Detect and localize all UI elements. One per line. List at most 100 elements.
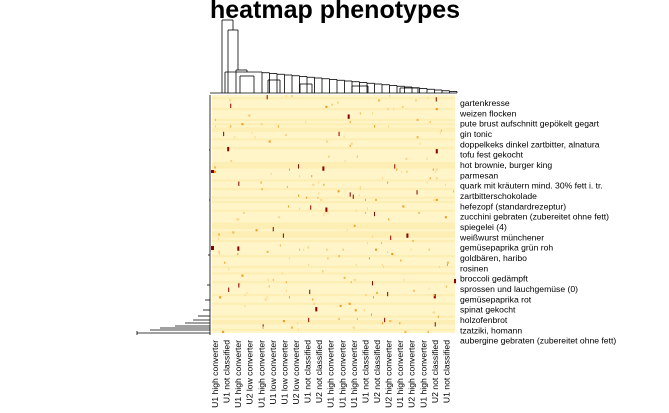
heatmap-cell [388, 218, 390, 221]
heatmap-cell [251, 131, 253, 134]
heatmap-cell [298, 164, 300, 169]
heatmap-cell [353, 224, 355, 227]
heatmap-cell [355, 263, 357, 266]
heatmap-cell [354, 309, 357, 312]
row-label: tzatziki, homann [460, 325, 522, 335]
heatmap-cell [416, 136, 419, 139]
heatmap-cell [359, 112, 361, 115]
heatmap-stripe [212, 235, 455, 238]
heatmap-cell [219, 252, 221, 256]
heatmap-cell [338, 255, 340, 258]
heatmap-cell [429, 120, 431, 124]
heatmap-cell [215, 118, 217, 121]
heatmap-cell [364, 211, 366, 214]
heatmap-cell [374, 211, 376, 217]
column-label: U1 high converter [337, 340, 347, 408]
heatmap-cell [439, 131, 441, 134]
heatmap-cell [249, 114, 251, 117]
heatmap-stripe [212, 322, 455, 325]
heatmap-cell [434, 322, 436, 327]
heatmap-cell [435, 177, 438, 180]
heatmap-stripe [212, 179, 455, 182]
heatmap-cell [355, 209, 357, 212]
heatmap-cell [317, 196, 319, 199]
row-label: spinat gekocht [460, 305, 516, 315]
heatmap-cell [326, 140, 328, 143]
heatmap-cell [374, 125, 376, 128]
heatmap-cell [434, 170, 436, 173]
heatmap-cell [452, 190, 454, 193]
heatmap-cell [428, 248, 430, 251]
heatmap-cell [435, 149, 438, 154]
heatmap-cell [281, 272, 283, 275]
heatmap-cell [285, 281, 287, 284]
row-label: gin tonic [460, 129, 493, 139]
heatmap-cell [382, 322, 384, 325]
heatmap-cell [356, 155, 358, 158]
heatmap-cell [391, 252, 394, 256]
column-label: U1 high converter [256, 340, 266, 408]
heatmap-cell [412, 239, 414, 243]
row-label: aubergine gebraten (zubereitet ohne fett… [460, 336, 616, 346]
heatmap-cell [387, 107, 390, 111]
row-label: doppelkeks dinkel zartbitter, alnatura [460, 139, 600, 149]
heatmap-stripe [212, 166, 455, 169]
row-label: goldbären, haribo [460, 253, 527, 263]
heatmap-cell [279, 244, 281, 247]
heatmap-cell [427, 330, 429, 333]
heatmap-cell [388, 125, 390, 128]
heatmap-cell [234, 136, 236, 139]
heatmap-cell [306, 196, 308, 199]
heatmap-cell [214, 170, 217, 173]
heatmap-cell [308, 263, 310, 266]
heatmap-cell [310, 205, 312, 210]
heatmap-stripe [212, 294, 455, 297]
column-label: U2 high converter [407, 340, 417, 408]
heatmap-cell [359, 188, 361, 191]
heatmap-cell [311, 175, 313, 178]
heatmap-cell [228, 287, 230, 292]
heatmap-cell [297, 322, 299, 325]
heatmap-cell [325, 105, 328, 108]
column-label: U1 high converter [210, 340, 220, 408]
heatmap-cell [387, 181, 389, 184]
chart-title: heatmap phenotypes [210, 0, 460, 24]
heatmap-cell [350, 142, 353, 145]
heatmap-cell [353, 278, 355, 282]
heatmap-cell [238, 283, 240, 288]
heatmap-cell [324, 211, 326, 214]
heatmap-cell [364, 198, 366, 202]
heatmap-stripe [212, 196, 455, 199]
heatmap-cell [229, 99, 232, 102]
heatmap-cell [438, 265, 440, 269]
heatmap-cell [285, 95, 287, 98]
heatmap-stripe [212, 255, 455, 258]
column-label: U1 low converter [268, 340, 278, 405]
heatmap-cell [262, 326, 264, 329]
heatmap-cell [415, 99, 417, 102]
column-label: U2 low converter [291, 340, 301, 405]
heatmap-cell [266, 296, 268, 299]
heatmap-cell [372, 296, 374, 299]
heatmap-cell [382, 177, 384, 180]
heatmap-cell [444, 216, 447, 219]
heatmap-cell [416, 118, 419, 121]
heatmap-cell [403, 278, 405, 282]
row-label: quark mit kräutern mind. 30% fett i. tr. [460, 181, 603, 191]
heatmap-cell [325, 207, 328, 212]
heatmap-cell [270, 172, 272, 176]
row-label: gemüsepaprika rot [460, 294, 532, 304]
heatmap-cell [286, 185, 288, 189]
column-label: U2 not classified [430, 340, 440, 403]
heatmap-cell [243, 211, 245, 214]
heatmap-cell [426, 181, 428, 184]
heatmap-cell [323, 183, 325, 186]
heatmap-cell [255, 229, 258, 232]
heatmap-cell [299, 175, 301, 178]
heatmap-cell [267, 278, 269, 282]
heatmap-cell [402, 205, 405, 208]
heatmap-cell [214, 166, 217, 169]
row-label: weißwurst münchener [459, 232, 544, 242]
heatmap-stripe [212, 231, 455, 234]
